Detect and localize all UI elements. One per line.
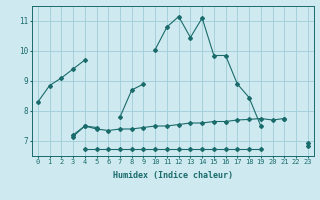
X-axis label: Humidex (Indice chaleur): Humidex (Indice chaleur) xyxy=(113,171,233,180)
